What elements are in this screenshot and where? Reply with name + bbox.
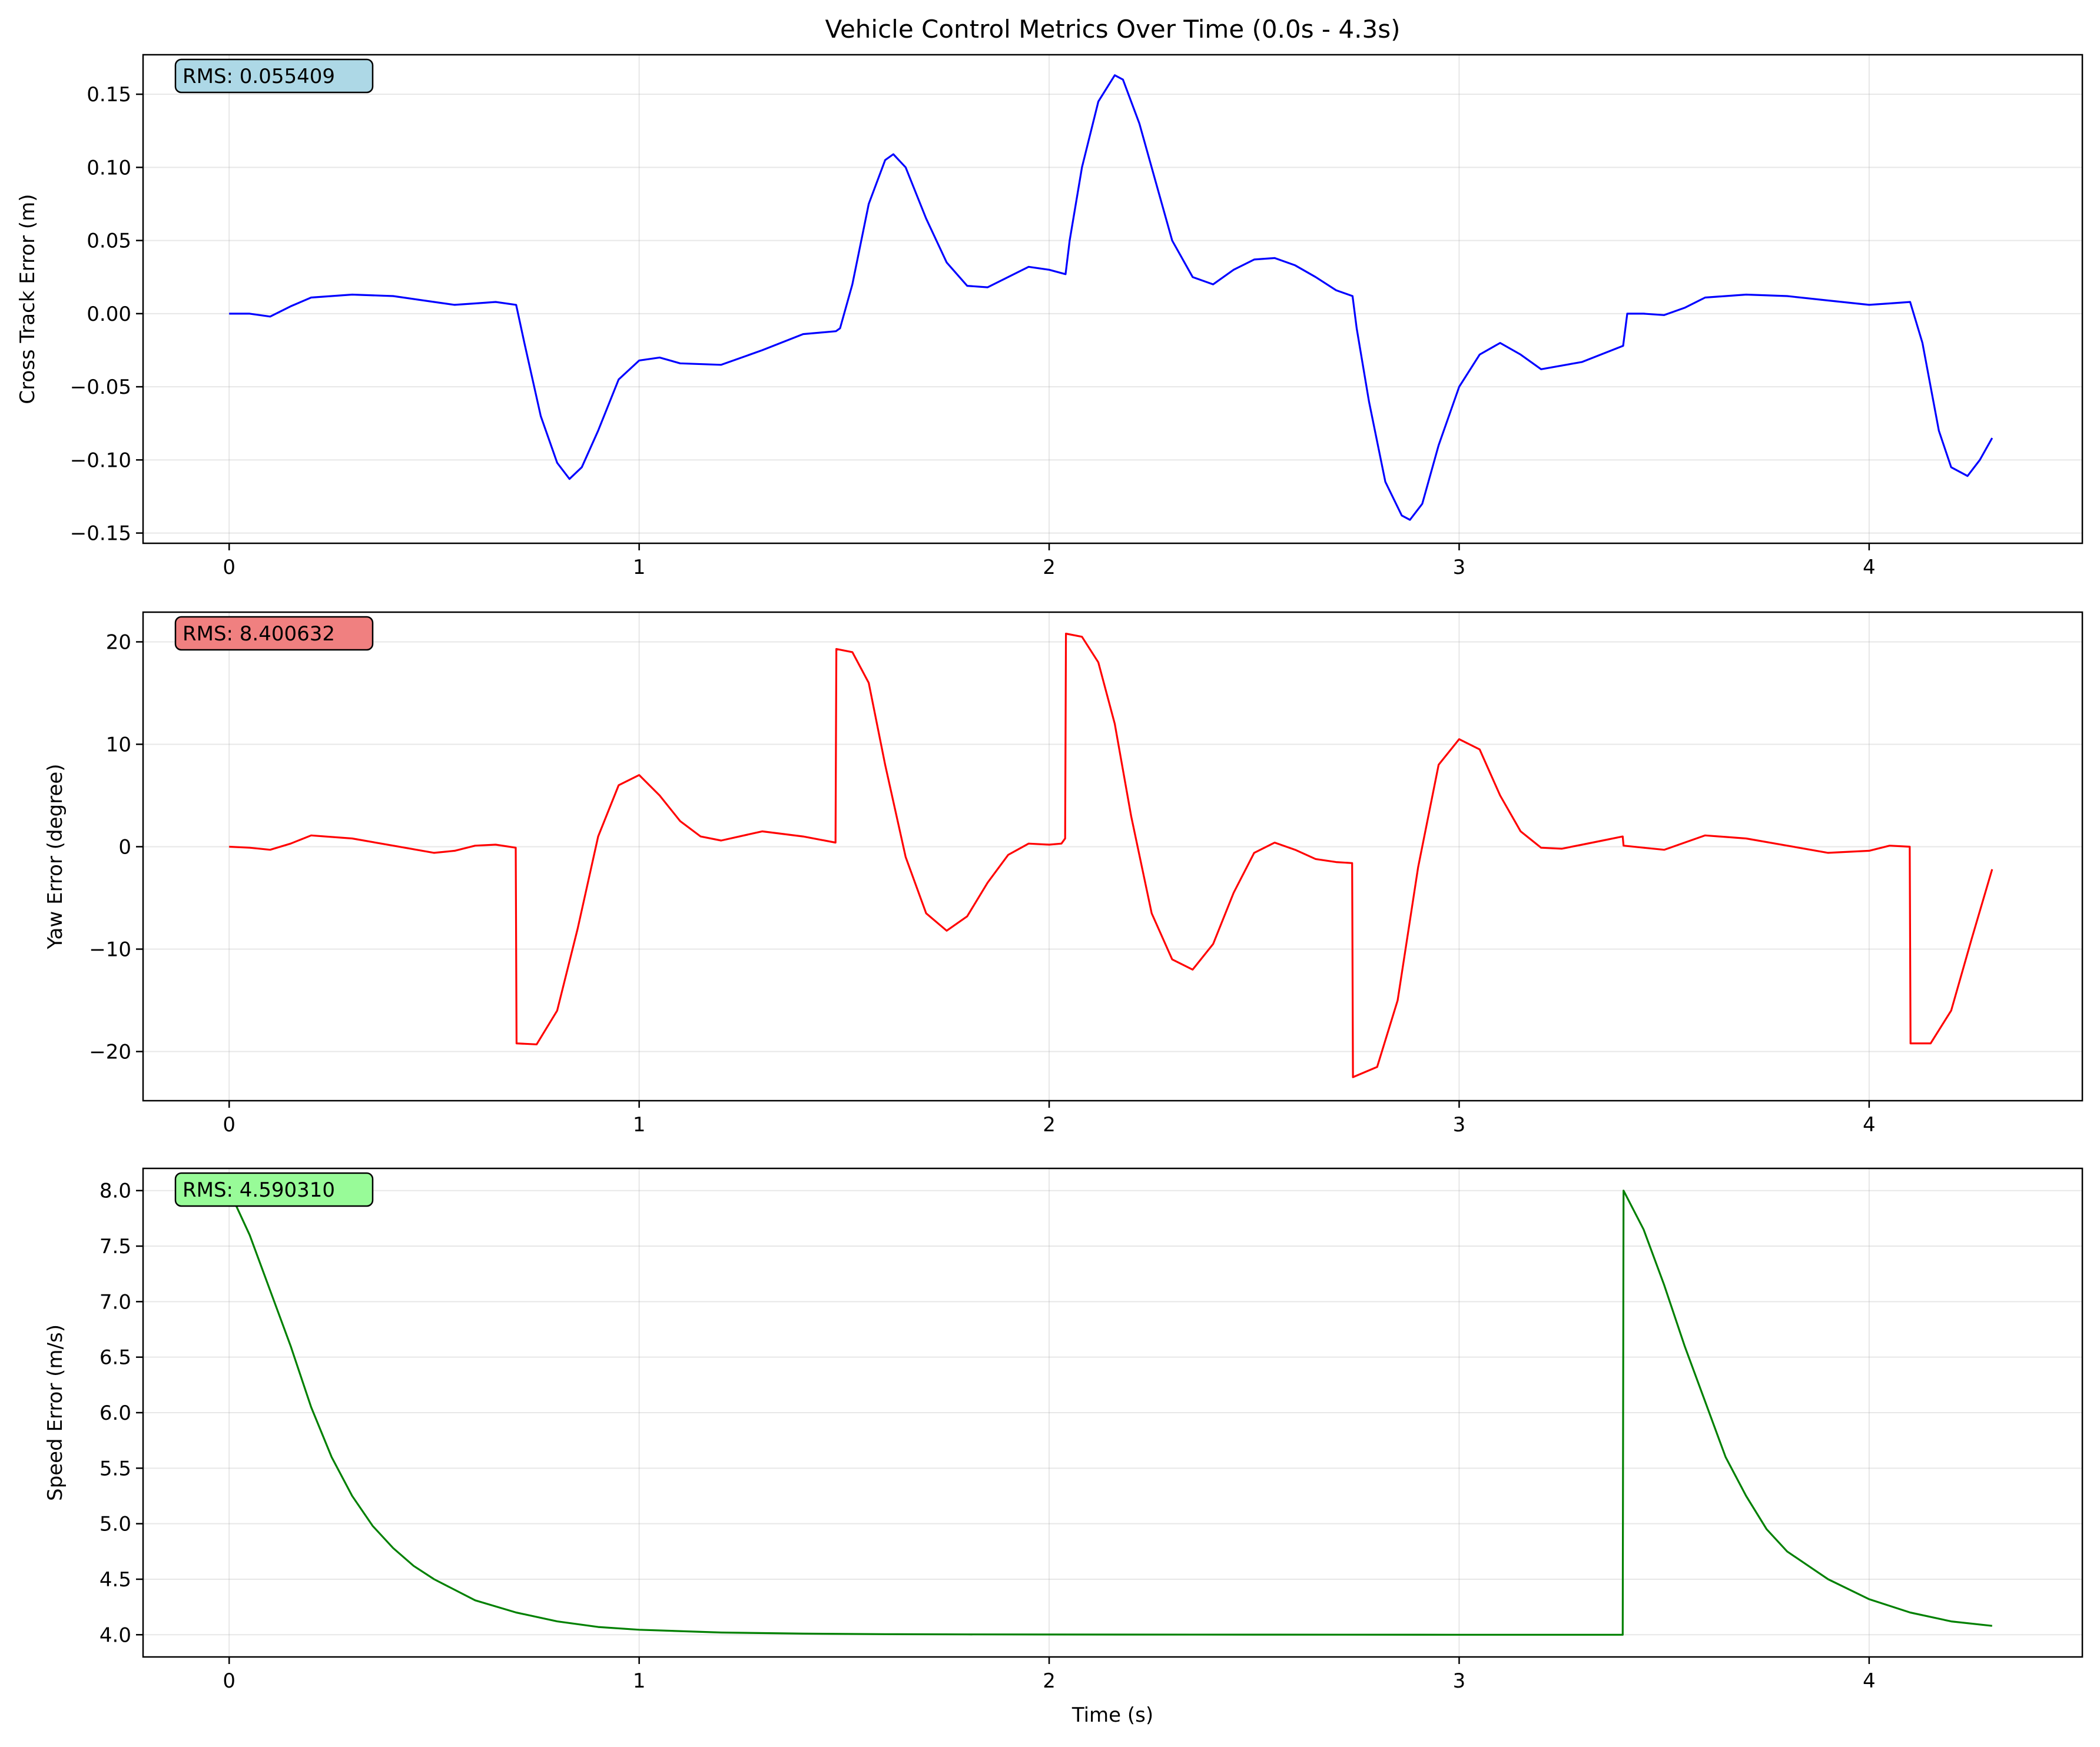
speed-rms-label: RMS: 4.590310 (183, 1178, 335, 1202)
speed-y-tick-label: 8.0 (99, 1180, 131, 1203)
yaw-axes-frame (142, 611, 2084, 1102)
speed-series-line (228, 1190, 1992, 1636)
speed-y-tick-label: 7.5 (99, 1235, 131, 1258)
speed-y-tick-label: 5.0 (99, 1513, 131, 1536)
yaw-x-tick-label: 2 (1043, 1113, 1056, 1137)
cross-track-y-tick-label: 0.00 (87, 303, 131, 326)
speed-x-tick-label: 0 (223, 1669, 235, 1693)
speed-y-tick-label: 4.0 (99, 1623, 131, 1647)
speed-x-tick-label: 1 (633, 1669, 646, 1693)
yaw-x-tick-label: 1 (633, 1113, 646, 1137)
cross-track-panel: 0 1 2 3 4 −0.15 −0.10 −0.05 0.00 0.05 0.10 0.15 Cros… (16, 54, 2084, 579)
cross-track-y-tick-label: 0.05 (87, 230, 131, 253)
speed-x-tick-label: 4 (1863, 1669, 1876, 1693)
cross-track-x-tick-label: 3 (1453, 556, 1466, 579)
speed-y-tick-label: 7.0 (99, 1290, 131, 1314)
yaw-x-tick-label: 4 (1863, 1113, 1876, 1137)
cross-track-axes-frame (142, 54, 2084, 544)
speed-panel: 0 1 2 3 4 4.0 4.5 5.0 5.5 6.0 6.5 7.0 7.5 8.0 Speed Er… (44, 1167, 2084, 1727)
cross-track-y-tick-label: −0.10 (70, 449, 131, 472)
yaw-y-tick-label: 10 (106, 733, 131, 756)
yaw-rms-box (174, 616, 374, 651)
yaw-y-axis-label: Yaw Error (degree) (44, 764, 67, 950)
yaw-y-tick-label: 0 (118, 835, 131, 859)
cross-track-y-tick-label: −0.15 (70, 522, 131, 546)
speed-x-tick-label: 2 (1043, 1669, 1056, 1693)
figure-title: Vehicle Control Metrics Over Time (0.0s … (825, 15, 1400, 44)
cross-track-y-tick-label: 0.15 (87, 83, 131, 107)
yaw-y-tick-label: −20 (89, 1040, 131, 1064)
speed-x-tick-label: 3 (1453, 1669, 1466, 1693)
yaw-panel: 0 1 2 3 4 −20 −10 0 10 20 Yaw Error (degree) RMS: 8… (44, 611, 2084, 1137)
cross-track-y-tick-label: −0.05 (70, 376, 131, 399)
cross-track-x-tick-label: 2 (1043, 556, 1056, 579)
cross-track-series-line (229, 74, 1993, 521)
yaw-x-tick-label: 3 (1453, 1113, 1466, 1137)
cross-track-x-tick-label: 1 (633, 556, 646, 579)
cross-track-x-tick-label: 0 (223, 556, 235, 579)
speed-y-tick-label: 5.5 (99, 1457, 131, 1480)
speed-rms-box (174, 1172, 374, 1207)
speed-y-tick-label: 6.5 (99, 1346, 131, 1370)
cross-track-y-axis-label: Cross Track Error (m) (16, 194, 39, 404)
cross-track-rms-label: RMS: 0.055409 (183, 65, 335, 88)
yaw-series-line (229, 632, 1993, 1078)
cross-track-y-tick-label: 0.10 (87, 156, 131, 180)
cross-track-x-tick-label: 4 (1863, 556, 1876, 579)
speed-y-tick-label: 4.5 (99, 1568, 131, 1592)
cross-track-rms-box (174, 58, 374, 94)
yaw-rms-label: RMS: 8.400632 (183, 622, 335, 646)
yaw-y-tick-label: −10 (89, 938, 131, 961)
yaw-x-tick-label: 0 (223, 1113, 235, 1137)
speed-x-axis-label: Time (s) (1071, 1703, 1153, 1727)
speed-y-tick-label: 6.0 (99, 1401, 131, 1425)
subplots: 0 1 2 3 4 −0.15 −0.10 −0.05 0.00 0.05 0.10 0.15 Cros… (16, 54, 2084, 1727)
yaw-y-tick-label: 20 (106, 630, 131, 654)
speed-y-axis-label: Speed Error (m/s) (44, 1324, 67, 1501)
